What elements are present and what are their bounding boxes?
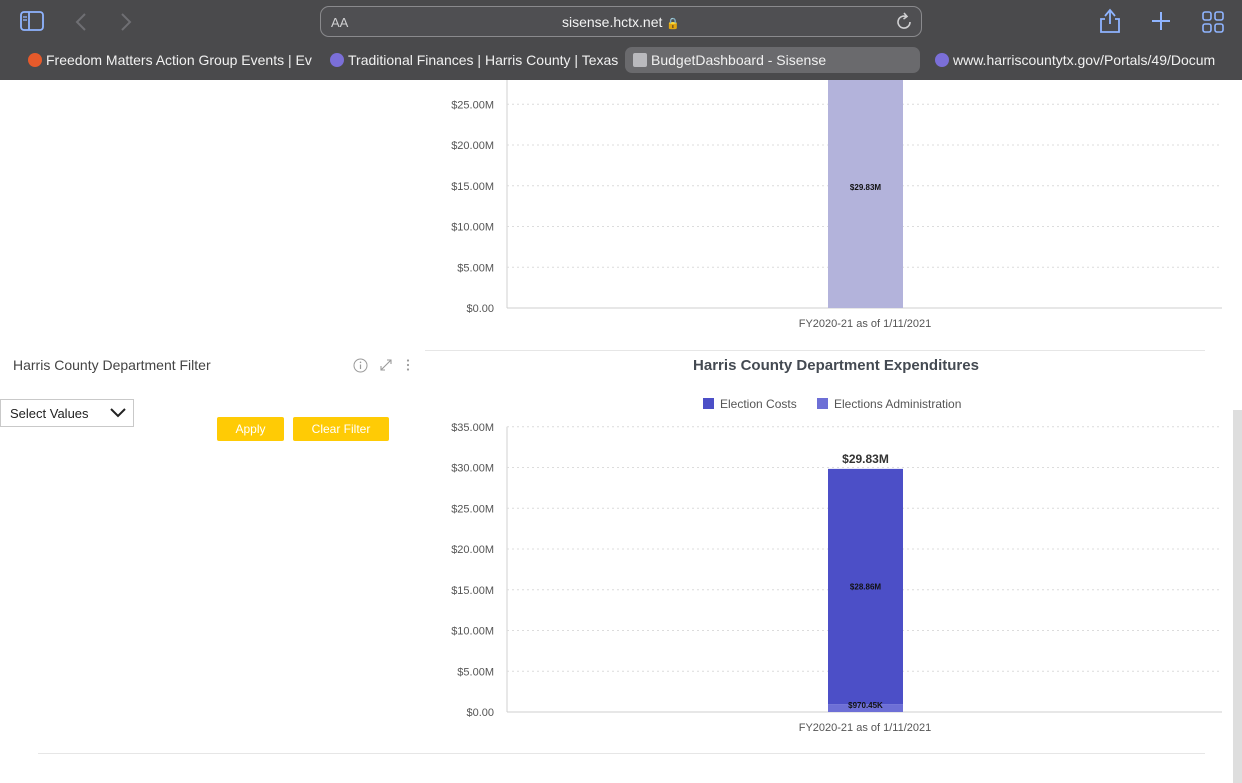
page-scrollbar[interactable] [1233,410,1242,783]
y-tick-label: $0.00 [466,303,494,315]
x-tick-label: FY2020-21 as of 1/11/2021 [799,722,932,734]
department-select[interactable]: Select Values [0,399,134,427]
url-text: sisense.hctx.net 🔒 [562,14,680,30]
filter-title: Harris County Department Filter [13,357,211,373]
tab-traditional-finances[interactable]: Traditional Finances | Harris County | T… [322,47,618,73]
chart-title: Harris County Department Expenditures [693,357,979,374]
expand-icon[interactable] [379,358,393,375]
reader-view-button[interactable]: AA [331,15,349,30]
sidebar-toggle-icon[interactable] [20,11,44,36]
back-icon[interactable] [75,12,87,37]
bar-segment-election-costs [828,468,903,705]
info-icon[interactable] [353,358,368,376]
tab-overview-icon[interactable] [1202,11,1224,38]
legend-swatch [703,398,714,409]
chevron-down-icon [110,408,126,418]
clear-filter-button[interactable]: Clear Filter [293,417,389,441]
y-tick-label: $10.00M [451,626,494,638]
y-tick-label: $25.00M [451,99,494,111]
tab-freedom-matters[interactable]: Freedom Matters Action Group Events | Ev [20,47,314,73]
address-bar[interactable]: AA sisense.hctx.net 🔒 [320,6,922,37]
y-tick-label: $15.00M [451,585,494,597]
widget-divider [38,753,1205,754]
share-icon[interactable] [1099,8,1121,39]
chart-bottom: $35.00M $30.00M $25.00M $20.00M $15.00M $10.0… [451,422,1222,734]
tab-close-icon[interactable] [633,53,647,67]
lock-icon: 🔒 [666,18,680,30]
legend-swatch [817,398,828,409]
more-options-icon[interactable] [404,358,412,375]
x-tick-label: FY2020-21 as of 1/11/2021 [799,318,932,330]
y-tick-label: $5.00M [457,262,494,274]
y-tick-label: $25.00M [451,503,494,515]
y-tick-label: $20.00M [451,544,494,556]
y-tick-label: $20.00M [451,140,494,152]
y-tick-label: $15.00M [451,181,494,193]
reload-icon[interactable] [895,11,913,36]
legend-elections-administration[interactable]: Elections Administration [817,397,961,411]
apply-button[interactable]: Apply [217,417,284,441]
tab-harriscounty-portals[interactable]: www.harriscountytx.gov/Portals/49/Docum [927,47,1222,73]
browser-toolbar: AA sisense.hctx.net 🔒 Freedom Matters Ac… [0,0,1242,80]
tab-favicon [28,53,42,67]
bar-data-label: $29.83M [850,183,881,192]
y-tick-label: $0.00 [466,707,494,719]
y-tick-label: $5.00M [457,666,494,678]
segment-data-label: $28.86M [850,582,881,591]
tab-budget-dashboard[interactable]: BudgetDashboard - Sisense [625,47,920,73]
bar-segment-elections-administration [828,704,903,712]
new-tab-icon[interactable] [1151,11,1171,36]
y-tick-label: $30.00M [451,463,494,475]
legend-election-costs[interactable]: Election Costs [703,397,797,411]
tab-favicon [935,53,949,67]
y-tick-label: $35.00M [451,422,494,434]
forward-icon[interactable] [120,12,132,37]
bar [828,80,903,308]
tab-favicon [330,53,344,67]
segment-data-label: $970.45K [848,701,883,710]
chart-top: $25.00M $20.00M $15.00M $10.00M $5.00M $0.00 $… [451,80,1222,330]
y-tick-label: $10.00M [451,222,494,234]
widget-divider [425,350,1205,351]
bar-total-label: $29.83M [842,452,889,466]
select-value: Select Values [10,406,89,421]
